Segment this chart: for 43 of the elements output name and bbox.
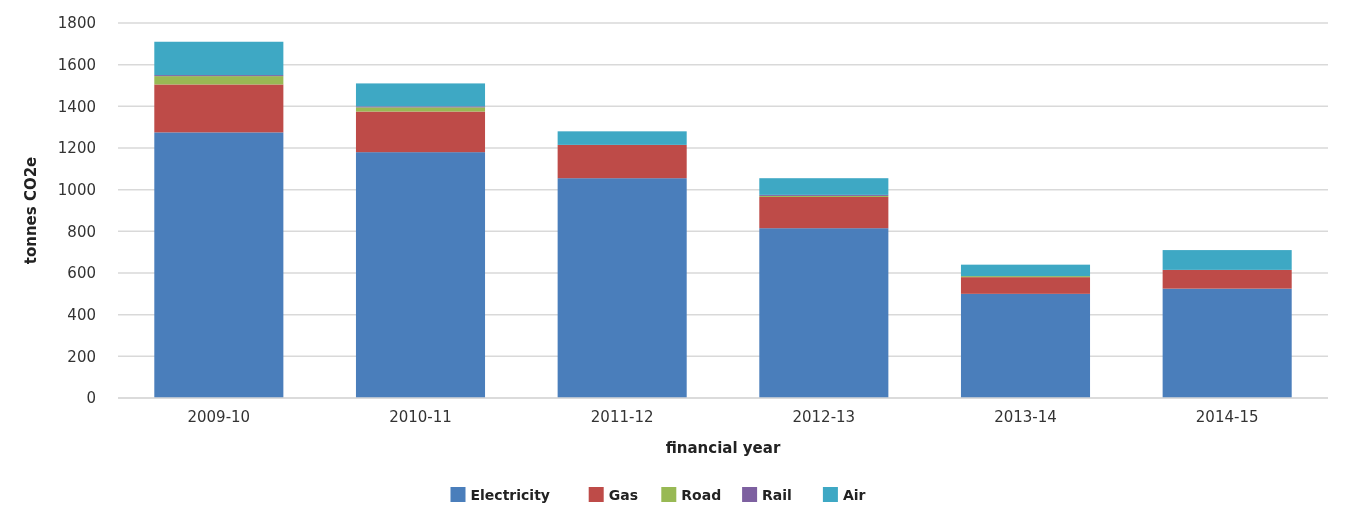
bar [154,41,284,76]
y-tick-label: 1000 [57,180,96,199]
x-tick-label: 2013-14 [994,408,1057,426]
y-tick-label: 600 [67,264,96,283]
bar [1162,250,1292,270]
bar [1162,269,1292,289]
y-tick-label: 200 [67,347,96,366]
legend-label: Air [842,486,866,503]
x-tick-label: 2014-15 [1195,408,1259,426]
bar [960,293,1091,398]
x-tick-label: 2011-12 [590,408,654,426]
legend-label: Rail [762,486,792,503]
bar [1162,288,1292,398]
x-tick-label: 2009-10 [187,408,251,426]
bar [355,111,486,153]
legend-label: Electricity [470,486,550,503]
y-tick-label: 1600 [57,55,96,74]
y-tick-label: 800 [67,222,96,241]
y-tick-label: 1400 [57,97,96,116]
y-tick-label: 1800 [57,14,96,33]
x-tick-label: 2010-11 [389,408,452,426]
bar [154,132,284,398]
bar [355,107,486,112]
legend-label: Road [681,486,722,503]
bar [355,152,486,398]
bar [557,131,687,145]
x-axis-title: financial year [665,439,781,457]
bar [759,196,889,229]
y-tick-label: 400 [67,305,96,324]
y-tick-label: 1200 [57,139,96,158]
bar [557,178,687,398]
x-tick-label: 2012-13 [792,408,856,426]
y-tick-label: 0 [86,389,96,408]
legend-label: Gas [608,486,638,503]
bar [557,144,687,179]
bar [759,228,889,398]
bar [355,83,486,107]
y-axis-title: tonnes CO2e [22,156,40,265]
bar [154,84,284,133]
bar [759,178,889,195]
bar [154,76,284,85]
bar [960,277,1091,294]
bar [960,264,1091,277]
